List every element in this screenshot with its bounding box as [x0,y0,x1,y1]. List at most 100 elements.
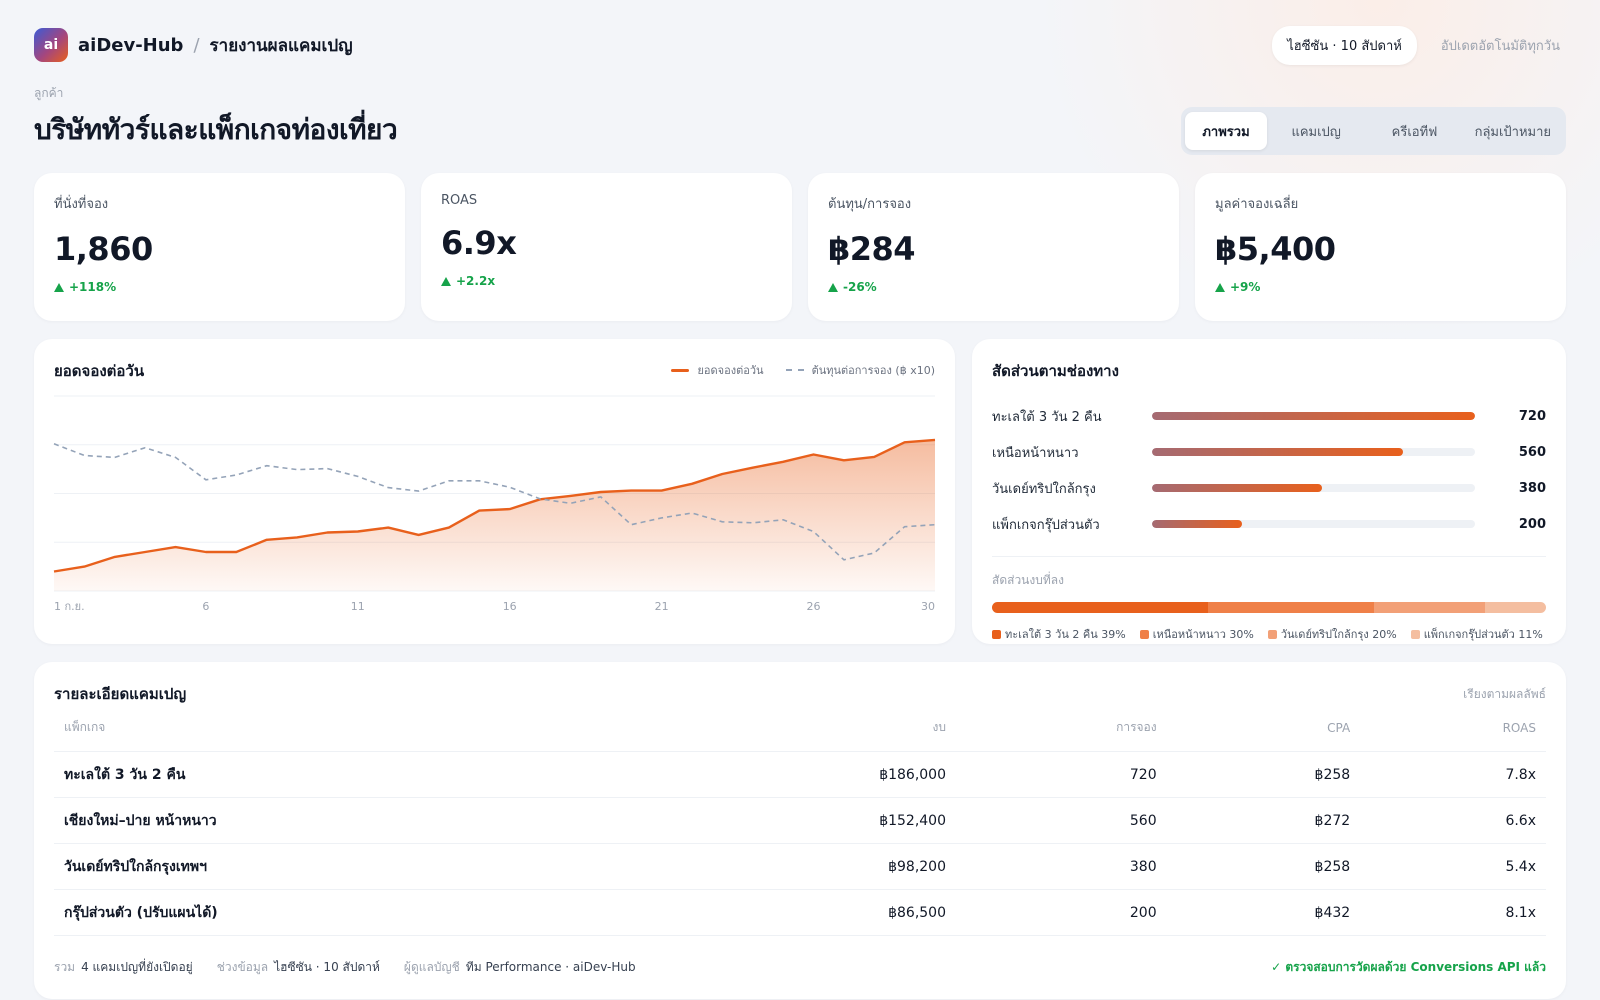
cell-cpa: ฿272 [1166,797,1361,844]
tab-campaigns[interactable]: แคมเปญ [1291,124,1341,140]
kpi-value: ฿284 [828,230,916,268]
channel-bar-track [1152,520,1475,528]
budget-share-segment[interactable] [1208,602,1375,613]
cell-cpa: ฿258 [1166,751,1361,798]
channel-bar-track [1152,484,1475,492]
app-logo[interactable]: ai [34,28,68,62]
kpi-value: ฿5,400 [1215,230,1336,268]
col-header-cpa[interactable]: CPA [1166,718,1361,752]
chart-title: ยอดจองต่อวัน [54,362,145,380]
series-line-bookings[interactable] [53,438,936,573]
cell-package: เชียงใหม่–ปาย หน้าหนาว [54,797,654,844]
channel-row[interactable]: เหนือหน้าหนาว 560 [992,434,1546,470]
channel-row[interactable]: ทะเลใต้ 3 วัน 2 คืน 720 [992,398,1546,434]
cell-roas: 6.6x [1360,797,1546,844]
daily-bookings-chart-card: 1 ก.ย. 6 11 16 21 26 30 ยอดจองต่อวัน ยอดจองต่อ… [34,339,955,644]
cell-package: วันเดย์ทริปใกล้กรุงเทพฯ [54,843,654,890]
legend-swatch-icon [1139,630,1149,639]
col-header-bookings[interactable]: การจอง [956,718,1167,752]
divider [992,556,1546,557]
kpi-value: 1,860 [54,230,153,268]
legend-bookings: ยอดจองต่อวัน [697,364,764,377]
legend-dashed-line-icon [785,369,804,371]
tab-overview[interactable]: ภาพรวม [1185,112,1267,150]
trend-up-icon [1215,282,1225,292]
trend-up-icon [441,276,451,286]
cell-roas: 5.4x [1360,843,1546,890]
channel-share-card: สัดส่วนตามช่องทาง ทะเลใต้ 3 วัน 2 คืน 720… [972,339,1566,644]
kpi-label: ต้นทุน/การจอง [828,197,912,212]
table-row[interactable]: กรุ๊ปส่วนตัว (ปรับแผนได้) ฿86,500 200 ฿4… [54,889,1546,936]
budget-share-bar [992,602,1546,613]
breadcrumb-separator: / [193,34,200,56]
table-row[interactable]: ทะเลใต้ 3 วัน 2 คืน ฿186,000 720 ฿258 7.… [54,751,1546,798]
legend-solid-line-icon [671,368,690,372]
channel-bars: ทะเลใต้ 3 วัน 2 คืน 720 เหนือหน้าหนาว 560 วั… [992,398,1546,542]
x-tick-label: 16 [503,600,517,613]
legend-swatch-icon [1410,630,1420,639]
cell-bookings: 560 [956,797,1167,844]
x-tick-label: 11 [351,600,365,613]
channel-bar-fill [1152,484,1323,492]
top-header: ai aiDev-Hub / รายงานผลแคมเปญ ไฮซีซัน · … [34,25,1560,65]
daily-bookings-chart: 1 ก.ย. 6 11 16 21 26 30 [53,395,936,613]
period-selector[interactable]: ไฮซีซัน · 10 สัปดาห์ [1272,25,1417,65]
budget-share-legend-label: วันเดย์ทริปใกล้กรุง 20% [1280,628,1397,641]
channel-row[interactable]: วันเดย์ทริปใกล้กรุง 380 [992,470,1546,506]
budget-share-legend-item: ทะเลใต้ 3 วัน 2 คืน 39% [992,625,1126,643]
footer-owner-key: ผู้ดูแลบัญชี [403,960,460,974]
channel-bar-fill [1152,520,1242,528]
kpi-delta: +2.2x [441,274,772,288]
campaign-table: แพ็กเกจ งบ การจอง CPA ROAS ทะเลใต้ 3 วัน… [54,718,1546,936]
cell-cpa: ฿432 [1166,889,1361,936]
footer-range-key: ช่วงข้อมูล [216,960,269,974]
series-line-cost[interactable] [53,443,936,561]
kpi-card-seats-booked: ที่นั่งที่จอง 1,860 +118% [34,173,405,321]
trend-up-icon [828,282,838,292]
tab-audiences[interactable]: กลุ่มเป้าหมาย [1474,124,1552,140]
channel-value: 720 [1518,408,1546,424]
chart-legend: ยอดจองต่อวัน ต้นทุนต่อการจอง (฿ x10) [671,361,935,379]
col-header-budget[interactable]: งบ [654,718,956,752]
budget-share-segment[interactable] [1485,602,1546,613]
table-header-row: แพ็กเกจ งบ การจอง CPA ROAS [54,718,1546,752]
table-footer: รวม 4 แคมเปญที่ยังเปิดอยู่ ช่วงข้อมูล ไฮ… [54,958,1546,977]
budget-share-label: สัดส่วนงบที่ลง [992,573,1064,587]
kpi-card-roas: ROAS 6.9x +2.2x [421,173,792,321]
channel-card-title: สัดส่วนตามช่องทาง [992,362,1119,380]
auto-update-note: อัปเดตอัตโนมัติทุกวัน [1440,38,1560,54]
budget-share-legend-label: ทะเลใต้ 3 วัน 2 คืน 39% [1005,628,1126,641]
legend-swatch-icon [992,630,1001,639]
trend-up-icon [54,282,64,292]
kpi-delta-text: +2.2x [456,274,496,288]
kpi-delta-text: +118% [69,280,117,294]
brand-name[interactable]: aiDev-Hub [78,34,184,56]
channel-row[interactable]: แพ็กเกจกรุ๊ปส่วนตัว 200 [992,506,1546,542]
budget-share-segment[interactable] [1374,602,1486,613]
sort-control[interactable]: เรียงตามผลลัพธ์ [1463,686,1546,701]
verified-status: ✓ ตรวจสอบการวัดผลด้วย Conversions API แล… [1271,960,1546,974]
col-header-package[interactable]: แพ็กเกจ [54,718,654,752]
x-tick-label: 30 [921,600,935,613]
channel-value: 200 [1518,516,1546,532]
channel-value: 380 [1518,480,1546,496]
cell-budget: ฿98,200 [654,843,956,890]
budget-share-segment[interactable] [992,602,1209,613]
table-row[interactable]: วันเดย์ทริปใกล้กรุงเทพฯ ฿98,200 380 ฿258… [54,843,1546,890]
kpi-card-avg-booking-value: มูลค่าจองเฉลี่ย ฿5,400 +9% [1195,173,1566,321]
legend-cost: ต้นทุนต่อการจอง (฿ x10) [811,364,935,377]
cell-bookings: 200 [956,889,1167,936]
footer-owner-value: ทีม Performance · aiDev-Hub [465,960,636,974]
series-area-bookings [54,439,935,591]
tab-creatives[interactable]: ครีเอทีฟ [1391,124,1438,140]
x-tick-label: 21 [655,600,669,613]
kpi-delta-text: -26% [843,280,877,294]
x-tick-label: 6 [202,600,209,613]
col-header-roas[interactable]: ROAS [1360,718,1546,752]
budget-share-legend-label: เหนือหน้าหนาว 30% [1152,628,1254,641]
client-label: ลูกค้า [34,86,64,100]
table-row[interactable]: เชียงใหม่–ปาย หน้าหนาว ฿152,400 560 ฿272… [54,797,1546,844]
channel-name: เหนือหน้าหนาว [992,445,1079,461]
campaign-details-card: รายละเอียดแคมเปญ เรียงตามผลลัพธ์ แพ็กเกจ… [34,662,1566,999]
cell-bookings: 720 [956,751,1167,798]
